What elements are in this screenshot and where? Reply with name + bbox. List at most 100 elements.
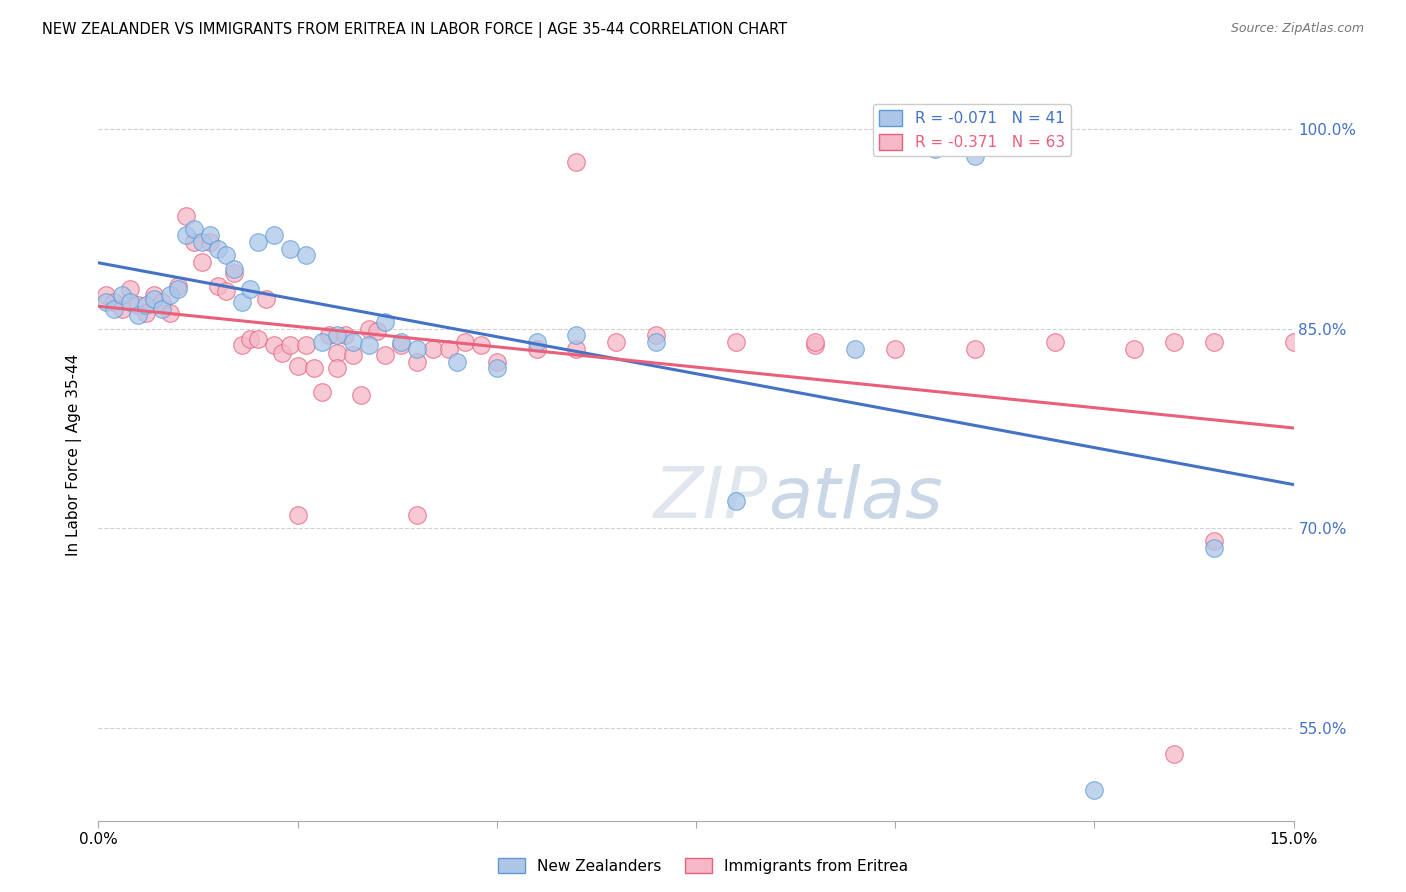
Point: [191, 255, 214, 269]
Point: [174, 228, 197, 243]
Point: [389, 337, 412, 351]
Point: [311, 334, 333, 349]
Y-axis label: In Labor Force | Age 35-44: In Labor Force | Age 35-44: [66, 354, 83, 556]
Point: [120, 282, 142, 296]
Point: [231, 295, 253, 310]
Point: [1202, 334, 1225, 349]
Point: [278, 242, 301, 256]
Point: [645, 328, 668, 343]
Point: [1282, 334, 1305, 349]
Point: [565, 342, 588, 356]
Point: [335, 328, 357, 343]
Point: [246, 332, 269, 346]
Point: [246, 235, 269, 249]
Point: [135, 305, 157, 319]
Point: [159, 288, 181, 302]
Point: [207, 242, 229, 256]
Point: [485, 355, 508, 369]
Point: [254, 293, 277, 307]
Point: [1163, 334, 1185, 349]
Legend: R = -0.071   N = 41, R = -0.371   N = 63: R = -0.071 N = 41, R = -0.371 N = 63: [873, 104, 1071, 156]
Point: [96, 288, 118, 302]
Point: [183, 222, 205, 236]
Legend: New Zealanders, Immigrants from Eritrea: New Zealanders, Immigrants from Eritrea: [492, 852, 914, 880]
Point: [302, 361, 325, 376]
Point: [150, 301, 173, 316]
Point: [359, 337, 381, 351]
Point: [103, 301, 125, 316]
Point: [278, 337, 301, 351]
Point: [963, 149, 986, 163]
Point: [1202, 541, 1225, 555]
Text: atlas: atlas: [768, 465, 942, 533]
Point: [111, 301, 134, 316]
Point: [724, 334, 747, 349]
Point: [159, 305, 181, 319]
Point: [111, 288, 134, 302]
Point: [350, 388, 373, 402]
Point: [150, 295, 173, 310]
Point: [215, 285, 238, 299]
Point: [326, 345, 349, 359]
Point: [485, 361, 508, 376]
Point: [724, 494, 747, 508]
Point: [326, 361, 349, 376]
Point: [239, 332, 262, 346]
Point: [222, 261, 245, 276]
Point: [198, 235, 221, 249]
Point: [1163, 747, 1185, 761]
Point: [389, 334, 412, 349]
Point: [804, 334, 827, 349]
Point: [605, 334, 627, 349]
Point: [446, 355, 468, 369]
Point: [287, 508, 309, 522]
Point: [526, 342, 548, 356]
Point: [1043, 334, 1066, 349]
Point: [174, 209, 197, 223]
Point: [143, 293, 166, 307]
Point: [103, 295, 125, 310]
Point: [406, 355, 429, 369]
Point: [183, 235, 205, 249]
Point: [294, 248, 316, 262]
Text: NEW ZEALANDER VS IMMIGRANTS FROM ERITREA IN LABOR FORCE | AGE 35-44 CORRELATION : NEW ZEALANDER VS IMMIGRANTS FROM ERITREA…: [42, 22, 787, 38]
Point: [215, 248, 238, 262]
Point: [526, 334, 548, 349]
Point: [326, 328, 349, 343]
Point: [263, 337, 285, 351]
Point: [884, 342, 907, 356]
Point: [342, 348, 364, 362]
Point: [804, 337, 827, 351]
Point: [565, 155, 588, 169]
Point: [198, 228, 221, 243]
Point: [318, 328, 340, 343]
Point: [239, 282, 262, 296]
Point: [135, 298, 157, 312]
Point: [437, 342, 460, 356]
Point: [422, 342, 444, 356]
Point: [406, 342, 429, 356]
Point: [1123, 342, 1146, 356]
Text: ZIP: ZIP: [654, 465, 768, 533]
Point: [270, 345, 292, 359]
Point: [127, 308, 149, 322]
Point: [374, 315, 396, 329]
Point: [222, 266, 245, 280]
Point: [294, 337, 316, 351]
Point: [143, 288, 166, 302]
Text: Source: ZipAtlas.com: Source: ZipAtlas.com: [1230, 22, 1364, 36]
Point: [844, 342, 866, 356]
Point: [342, 334, 364, 349]
Point: [366, 324, 388, 338]
Point: [470, 337, 492, 351]
Point: [1083, 783, 1105, 797]
Point: [167, 282, 190, 296]
Point: [127, 298, 149, 312]
Point: [231, 337, 253, 351]
Point: [96, 295, 118, 310]
Point: [167, 279, 190, 293]
Point: [191, 235, 214, 249]
Point: [406, 508, 429, 522]
Point: [963, 342, 986, 356]
Point: [287, 359, 309, 373]
